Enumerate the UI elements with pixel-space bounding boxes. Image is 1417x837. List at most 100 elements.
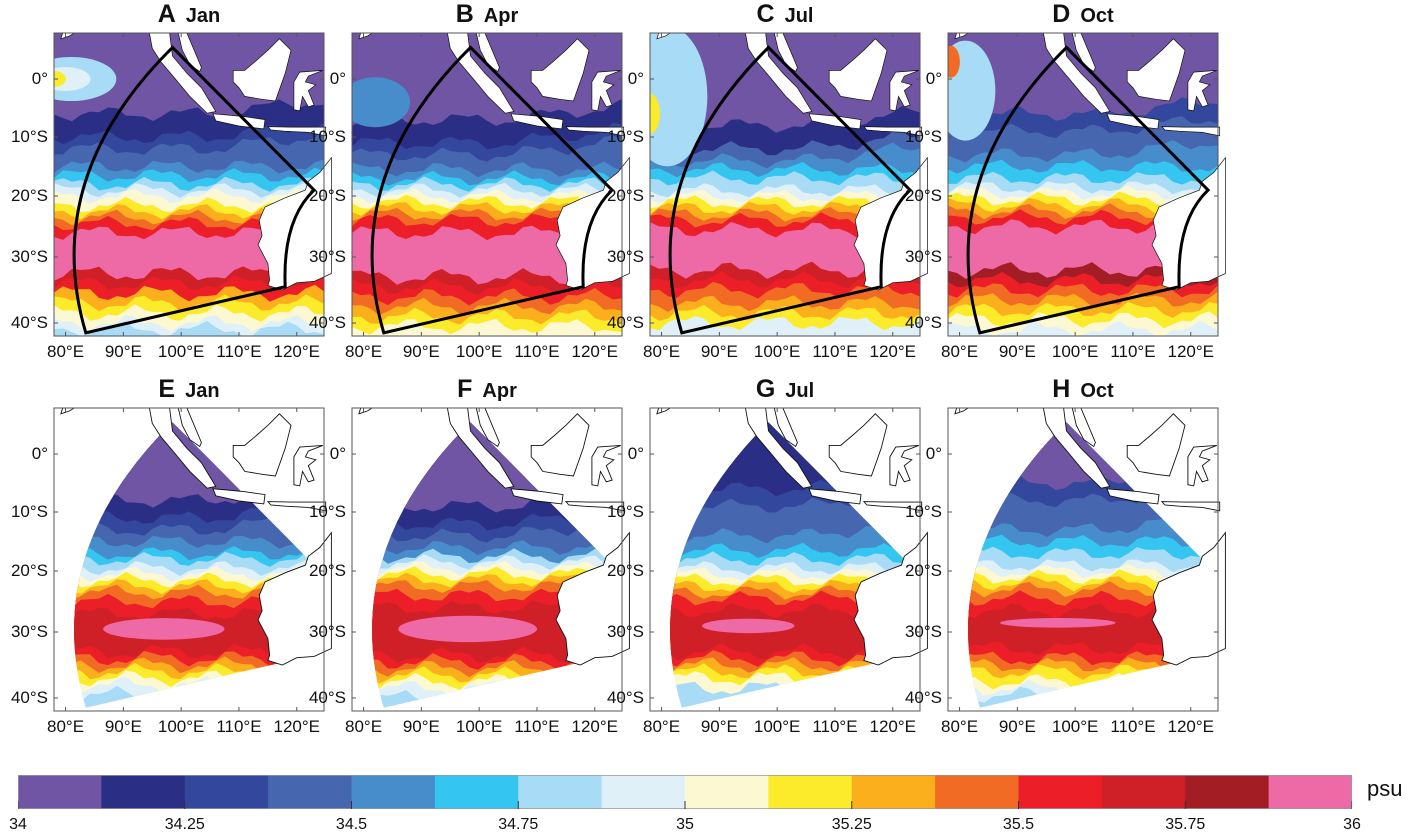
colorbar-tick-label: 35.75 (1165, 816, 1206, 833)
y-tick-label: 10°S (10, 127, 48, 146)
y-tick-label: 40°S (904, 688, 942, 707)
study-region-outline (72, 45, 317, 335)
colorbar-tick-label: 35.5 (1002, 816, 1035, 833)
y-tick-label: 30°S (904, 622, 942, 641)
land-australia (1151, 531, 1226, 666)
salinity-map-panel-a (53, 32, 332, 337)
y-tick-label: 40°S (10, 313, 48, 332)
x-tick-label: 110°E (216, 717, 262, 736)
x-tick-label: 90°E (700, 717, 738, 736)
panel-letter: B (455, 0, 474, 28)
salinity-patch (948, 45, 960, 78)
colorbar-swatch (851, 775, 936, 809)
map-frame (947, 407, 1219, 712)
salinity-patch (54, 71, 66, 87)
panel-letter: A (157, 0, 176, 28)
salinity-max-core (398, 615, 537, 643)
panel-letter: D (1052, 0, 1071, 28)
land-nusa (863, 126, 923, 137)
land-nusa (1160, 501, 1221, 512)
colorbar-swatch (351, 775, 436, 809)
x-tick-label: 100°E (455, 717, 503, 736)
x-tick-label: 90°E (402, 717, 440, 736)
land-borneo (1126, 413, 1186, 477)
salinity-map-panel-e (53, 407, 332, 712)
panel-title: C Jul (650, 0, 920, 29)
land-maldive (358, 407, 374, 415)
x-tick-label: 80°E (47, 342, 85, 361)
land-australia (257, 531, 332, 666)
colorbar-swatch (268, 775, 352, 809)
land-sulawesi (889, 444, 919, 487)
panel-letter: C (756, 0, 775, 28)
x-tick-label: 100°E (157, 342, 205, 361)
salinity-max-core (1000, 618, 1116, 628)
land-borneo (232, 413, 292, 477)
land-sumatra (446, 407, 515, 489)
colorbar-tick-label: 34.75 (498, 816, 539, 833)
land-nusa (1161, 126, 1221, 137)
y-tick-label: 20°S (10, 561, 48, 580)
salinity-max-core (702, 618, 795, 634)
x-tick-label: 110°E (812, 342, 858, 361)
panel-title: E Jan (54, 375, 324, 404)
map-frame (53, 32, 325, 337)
land-maldive (60, 407, 76, 415)
y-tick-label: 40°S (308, 688, 346, 707)
colorbar-swatch (685, 775, 769, 809)
x-tick-label: 90°E (402, 342, 440, 361)
y-tick-label: 10°S (10, 502, 48, 521)
colorbar-swatch (601, 775, 686, 809)
y-tick-label: 10°S (606, 502, 644, 521)
x-tick-label: 110°E (514, 342, 560, 361)
y-tick-label: 30°S (10, 247, 48, 266)
land-nusa (266, 501, 327, 512)
salinity-patch (650, 33, 708, 167)
panel-month: Jan (185, 5, 221, 27)
y-tick-label: 20°S (308, 186, 346, 205)
study-region-outline (370, 45, 615, 335)
x-tick-label: 110°E (216, 342, 262, 361)
land-borneo (232, 38, 292, 102)
x-tick-label: 100°E (1051, 342, 1099, 361)
y-tick-label: 0° (627, 444, 644, 463)
colorbar-swatch (935, 775, 1019, 809)
map-frame (947, 32, 1219, 337)
colorbar-tick-label: 36 (1343, 816, 1361, 833)
study-region-outline (668, 45, 913, 335)
y-tick-label: 30°S (308, 247, 346, 266)
y-tick-label: 10°S (904, 127, 942, 146)
colorbar-swatch (518, 775, 603, 809)
x-tick-label: 100°E (157, 717, 205, 736)
colorbar-swatch (1018, 775, 1103, 809)
x-tick-label: 110°E (812, 717, 858, 736)
x-tick-label: 110°E (1110, 717, 1156, 736)
y-tick-label: 10°S (904, 502, 942, 521)
panel-title: H Oct (948, 375, 1218, 404)
colorbar-swatch (1268, 775, 1352, 809)
land-java (212, 113, 266, 130)
salinity-patch (352, 77, 411, 128)
y-tick-label: 0° (329, 69, 346, 88)
y-tick-label: 0° (925, 444, 942, 463)
colorbar-swatch (434, 775, 519, 809)
map-frame (649, 32, 921, 337)
colorbar-swatch (1101, 775, 1186, 809)
x-tick-label: 120°E (869, 717, 916, 736)
study-region-outline (966, 45, 1211, 335)
land-sumatra (148, 407, 217, 489)
y-tick-label: 0° (329, 444, 346, 463)
salinity-map-panel-g (649, 407, 928, 712)
land-nusa (565, 126, 625, 137)
x-tick-label: 90°E (998, 717, 1036, 736)
y-tick-label: 30°S (10, 622, 48, 641)
land-sulawesi (293, 70, 323, 112)
x-tick-label: 120°E (1167, 717, 1214, 736)
x-tick-label: 120°E (273, 717, 320, 736)
colorbar-tick-label: 35 (676, 816, 694, 833)
salinity-patch (650, 93, 660, 134)
colorbar-swatch (184, 775, 269, 809)
x-tick-label: 80°E (643, 342, 681, 361)
map-frame (351, 407, 623, 712)
x-tick-label: 110°E (514, 717, 560, 736)
